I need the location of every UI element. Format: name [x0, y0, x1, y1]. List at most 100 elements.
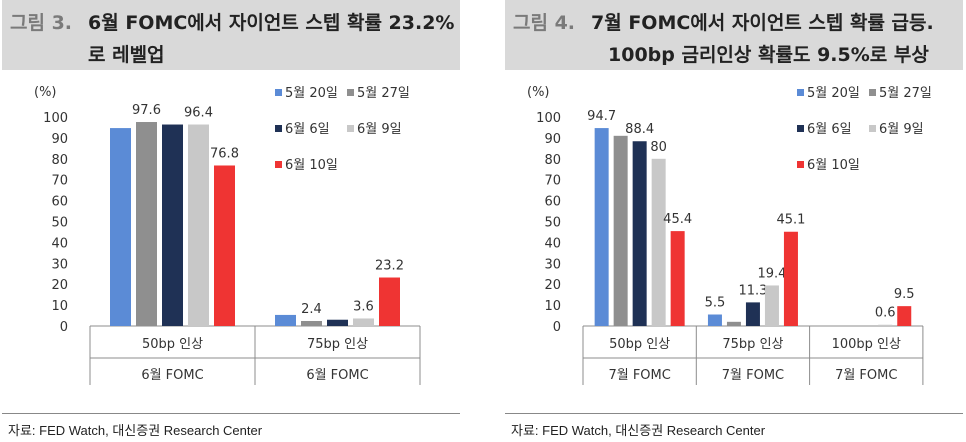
- x-tick-label: 100bp 인상: [832, 337, 901, 352]
- y-tick-label: 40: [51, 236, 68, 251]
- bar-chart: (%) 0 10 20 30 40 50 60 70 80 90 100 50bp 인상 7월 FOMC 9…: [527, 85, 932, 385]
- bar: [327, 319, 348, 326]
- bar: [594, 128, 609, 326]
- bar: [162, 124, 183, 326]
- figure-title-line2: 100bp 금리인상 확률도 9.5%로 부상: [608, 44, 929, 66]
- legend-swatch: [275, 125, 282, 132]
- y-tick-label: 70: [51, 174, 68, 189]
- y-tick-label: 10: [544, 299, 561, 314]
- legend-label: 6월 6일: [807, 122, 852, 137]
- figure-panel-4: 그림 4. 7월 FOMC에서 자이언트 스텝 확률 급등. 100bp 금리인…: [505, 0, 963, 442]
- bar: [764, 285, 779, 326]
- bar: [707, 314, 722, 326]
- bar: [632, 141, 647, 326]
- figure-header: 그림 3. 6월 FOMC에서 자이언트 스텝 확률 23.2% 로 레벨업: [2, 0, 460, 70]
- x-tick-label: 7월 FOMC: [722, 368, 784, 383]
- x-tick-label: 7월 FOMC: [835, 368, 897, 383]
- legend-swatch: [869, 89, 876, 96]
- data-label: 88.4: [625, 122, 654, 137]
- data-label: 45.1: [776, 213, 805, 228]
- data-label: 19.4: [757, 266, 786, 281]
- bar: [110, 128, 131, 326]
- bar: [897, 306, 912, 326]
- legend-swatch: [347, 125, 354, 132]
- legend-label: 6월 6일: [285, 122, 330, 137]
- legend-label: 5월 20일: [807, 86, 860, 101]
- data-label: 3.6: [353, 299, 374, 314]
- data-label: 23.2: [375, 259, 404, 274]
- y-tick-label: 60: [51, 195, 68, 210]
- x-tick-label: 50bp 인상: [142, 337, 203, 352]
- data-label: 5.5: [705, 296, 726, 311]
- bar: [878, 324, 893, 326]
- bar: [379, 277, 400, 326]
- legend-label: 5월 20일: [285, 86, 338, 101]
- y-tick-label: 50: [51, 216, 68, 231]
- y-tick-label: 80: [51, 153, 68, 168]
- y-tick-label: 50: [544, 216, 561, 231]
- x-tick-label: 75bp 인상: [722, 337, 783, 352]
- legend-label: 6월 10일: [807, 158, 860, 173]
- legend-label: 6월 10일: [285, 158, 338, 173]
- y-tick-label: 100: [536, 111, 561, 126]
- x-tick-label: 6월 FOMC: [306, 368, 368, 383]
- figure-panel-3: 그림 3. 6월 FOMC에서 자이언트 스텝 확률 23.2% 로 레벨업 (…: [2, 0, 460, 442]
- data-label: 2.4: [301, 302, 322, 317]
- legend-swatch: [869, 125, 876, 132]
- x-tick-label: 50bp 인상: [609, 337, 670, 352]
- y-tick-label: 90: [544, 132, 561, 147]
- data-label: 45.4: [663, 212, 692, 227]
- source-divider: [505, 413, 963, 414]
- data-label: 11.3: [738, 283, 767, 298]
- y-tick-label: 100: [43, 111, 68, 126]
- y-tick-label: 60: [544, 195, 561, 210]
- legend-swatch: [347, 89, 354, 96]
- legend-label: 6월 9일: [357, 122, 402, 137]
- legend-swatch: [275, 161, 282, 168]
- source-note: 자료: FED Watch, 대신증권 Research Center: [8, 423, 263, 438]
- source-divider: [2, 413, 460, 414]
- legend-label: 5월 27일: [357, 86, 410, 101]
- y-tick-label: 0: [553, 320, 561, 335]
- data-label: 76.8: [210, 146, 239, 161]
- bar: [301, 320, 322, 326]
- bar-chart: (%) 0 10 20 30 40 50 60 70 80 90 100 50bp 인상 6월 FOMC 9…: [34, 85, 421, 385]
- figure-number: 그림 3.: [10, 12, 73, 34]
- figure-title-line2: 로 레벨업: [88, 44, 165, 66]
- y-tick-label: 0: [60, 320, 68, 335]
- data-label: 0.6: [875, 306, 896, 321]
- data-label: 96.4: [184, 106, 213, 121]
- bar: [353, 318, 374, 326]
- bar: [214, 165, 235, 326]
- x-tick-label: 6월 FOMC: [141, 368, 203, 383]
- bar: [783, 231, 798, 326]
- figure-number: 그림 4.: [513, 12, 576, 34]
- y-tick-label: 80: [544, 153, 561, 168]
- y-tick-label: 40: [544, 236, 561, 251]
- legend-label: 5월 27일: [879, 86, 932, 101]
- y-tick-label: 70: [544, 174, 561, 189]
- figure-header: 그림 4. 7월 FOMC에서 자이언트 스텝 확률 급등. 100bp 금리인…: [505, 0, 963, 70]
- legend-swatch: [797, 125, 804, 132]
- data-label: 9.5: [894, 287, 915, 302]
- figure-title-line1: 7월 FOMC에서 자이언트 스텝 확률 급등.: [591, 12, 934, 34]
- bar: [670, 231, 685, 326]
- y-tick-label: 90: [51, 132, 68, 147]
- bar: [136, 122, 157, 327]
- data-label: 80: [650, 140, 667, 155]
- legend-swatch: [275, 89, 282, 96]
- legend-swatch: [797, 89, 804, 96]
- bar: [651, 158, 666, 326]
- bar: [613, 135, 628, 326]
- bar: [726, 321, 741, 326]
- source-note: 자료: FED Watch, 대신증권 Research Center: [511, 423, 766, 438]
- y-tick-label: 10: [51, 299, 68, 314]
- bar: [275, 314, 296, 326]
- y-tick-label: 30: [544, 257, 561, 272]
- y-axis-label: (%): [527, 85, 550, 100]
- bar: [745, 302, 760, 326]
- legend-label: 6월 9일: [879, 122, 924, 137]
- x-tick-label: 7월 FOMC: [608, 368, 670, 383]
- data-label: 97.6: [132, 103, 161, 118]
- legend-swatch: [797, 161, 804, 168]
